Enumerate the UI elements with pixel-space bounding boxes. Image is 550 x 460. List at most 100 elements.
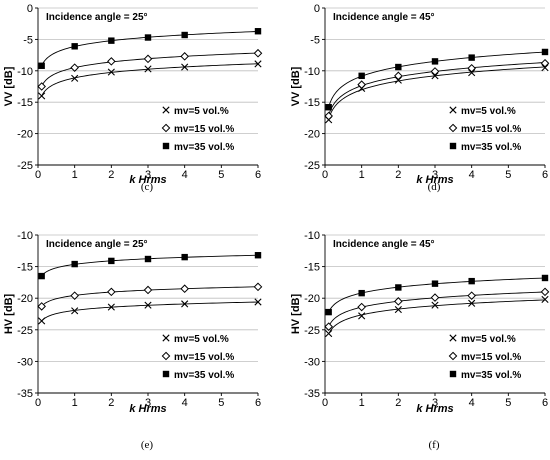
data-point (108, 257, 115, 265)
data-point (108, 37, 115, 44)
data-point (468, 69, 476, 77)
panel-caption: (f) (429, 439, 440, 451)
data-point (254, 28, 262, 35)
panel-caption: (d) (428, 181, 441, 193)
data-point (358, 312, 366, 320)
data-point (430, 293, 440, 302)
data-point (144, 34, 152, 41)
x-tick-label: 0 (35, 169, 41, 181)
x-tick-label: 3 (432, 169, 438, 181)
data-point (325, 308, 332, 316)
data-point (394, 305, 402, 314)
legend-entry: mv=15 vol.% (174, 124, 234, 135)
data-point (144, 255, 152, 263)
x-tick-label: 5 (218, 169, 224, 181)
legend-entry: mv=35 vol.% (174, 142, 234, 153)
legend-marker (448, 351, 458, 361)
data-point (541, 295, 549, 304)
y-tick-label: -15 (304, 262, 320, 274)
legend-marker (449, 142, 457, 150)
fit-curve (41, 301, 259, 322)
data-point (395, 284, 402, 291)
y-tick-label: -20 (304, 293, 320, 305)
y-tick-label: -25 (304, 325, 320, 337)
data-point (37, 302, 46, 311)
x-tick-label: 6 (542, 169, 548, 181)
data-point (107, 303, 115, 311)
data-point (253, 48, 263, 58)
y-tick-label: -10 (304, 230, 320, 242)
x-tick-label: 0 (322, 169, 328, 181)
legend-marker (162, 334, 170, 342)
legend-marker (161, 123, 171, 133)
panel-caption: (c) (141, 181, 154, 193)
y-tick-label: -25 (17, 325, 33, 337)
incidence-angle-annotation: Incidence angle = 25° (46, 239, 148, 250)
y-tick-label: -10 (17, 230, 33, 242)
legend-marker (448, 123, 458, 133)
x-tick-label: 6 (542, 397, 548, 409)
data-point (467, 63, 476, 73)
legend-entry: mv=5 vol.% (174, 106, 229, 117)
data-point (324, 111, 333, 121)
data-point (431, 58, 439, 65)
fit-curve (328, 66, 546, 120)
legend-entry: mv=15 vol.% (461, 124, 521, 135)
x-tick-label: 4 (469, 397, 475, 409)
legend-marker (162, 370, 170, 378)
data-point (144, 65, 152, 73)
chart-panel-3: -10 -15 -20 -25 -30 -350 1 2 3 4 5 6 k Hrms HV [dB] In… (3, 230, 263, 451)
data-point (71, 43, 78, 50)
data-point (394, 76, 402, 84)
x-axis-title: k Hrms (416, 403, 453, 415)
data-point (325, 104, 332, 111)
legend-entry: mv=35 vol.% (174, 370, 234, 381)
data-point (394, 71, 403, 81)
data-point (394, 297, 403, 306)
data-point (254, 252, 262, 259)
x-tick-label: 2 (108, 169, 114, 181)
fit-curve (41, 63, 259, 97)
data-point (541, 48, 549, 56)
x-axis-title: k Hrms (416, 174, 453, 186)
data-point (468, 277, 475, 285)
legend-entry: mv=5 vol.% (461, 106, 516, 117)
x-tick-label: 5 (505, 169, 511, 181)
data-point (38, 92, 46, 100)
panel-caption: (e) (141, 439, 154, 451)
x-axis-title: k Hrms (129, 403, 166, 415)
incidence-angle-annotation: Incidence angle = 45° (333, 12, 435, 23)
y-tick-label: 0 (27, 3, 33, 15)
data-point (430, 67, 440, 76)
data-point (325, 330, 333, 338)
x-tick-label: 3 (145, 169, 151, 181)
x-tick-label: 2 (108, 397, 114, 409)
legend-marker (162, 106, 170, 114)
incidence-angle-annotation: Incidence angle = 45° (333, 239, 435, 250)
y-tick-label: -20 (304, 129, 320, 141)
legend-entry: mv=5 vol.% (461, 334, 516, 345)
data-point (181, 31, 188, 39)
x-axis-title: k Hrms (129, 174, 166, 186)
x-tick-label: 3 (432, 397, 438, 409)
legend-marker (449, 370, 457, 378)
data-point (71, 307, 79, 315)
y-tick-label: -10 (17, 66, 33, 78)
x-tick-label: 1 (359, 397, 365, 409)
x-tick-label: 5 (218, 397, 224, 409)
x-tick-label: 6 (255, 169, 261, 181)
data-point (70, 63, 79, 72)
data-point (467, 291, 476, 300)
data-point (38, 317, 46, 325)
y-axis-title: VV [dB] (3, 66, 15, 106)
data-point (324, 322, 333, 331)
fit-curve (328, 299, 546, 335)
data-point (107, 57, 116, 66)
data-point (181, 300, 189, 308)
data-point (540, 287, 550, 297)
y-tick-label: -20 (17, 129, 33, 141)
y-axis-title: HV [dB] (3, 294, 15, 335)
legend-entry: mv=35 vol.% (461, 370, 521, 381)
